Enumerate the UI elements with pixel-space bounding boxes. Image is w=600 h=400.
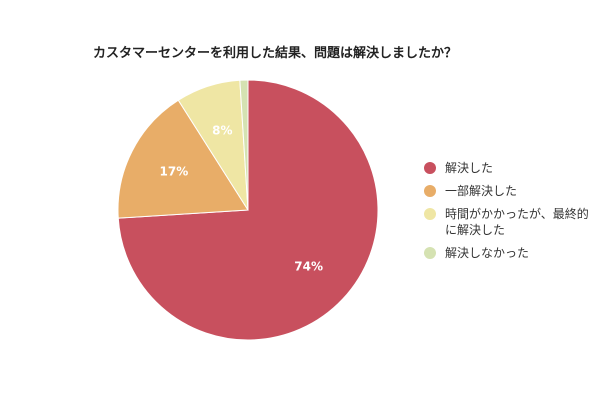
slice-label-0: 74% bbox=[294, 259, 323, 273]
legend-label-3: 解決しなかった bbox=[445, 246, 530, 260]
legend-label-1: 一部解決した bbox=[445, 184, 518, 198]
legend-item-3: 解決しなかった bbox=[424, 245, 600, 261]
slice-label-2: 8% bbox=[212, 123, 232, 137]
chart-title: カスタマーセンターを利用した結果、問題は解決しましたか？ bbox=[93, 46, 458, 61]
legend-label-2: 時間がかかったが、最終的に解決した bbox=[445, 207, 589, 237]
legend: 解決した一部解決した時間がかかったが、最終的に解決した解決しなかった bbox=[424, 160, 600, 268]
legend-swatch-1 bbox=[424, 185, 436, 197]
legend-item-1: 一部解決した bbox=[424, 183, 600, 199]
legend-swatch-3 bbox=[424, 247, 436, 259]
legend-item-2: 時間がかかったが、最終的に解決した bbox=[424, 206, 600, 238]
legend-label-0: 解決した bbox=[445, 161, 494, 175]
legend-swatch-2 bbox=[424, 208, 436, 220]
pie-slice-3 bbox=[239, 79, 249, 211]
slice-label-1: 17% bbox=[160, 165, 189, 179]
pie-slice-1 bbox=[117, 99, 249, 219]
legend-item-0: 解決した bbox=[424, 160, 600, 176]
legend-swatch-0 bbox=[424, 162, 436, 174]
